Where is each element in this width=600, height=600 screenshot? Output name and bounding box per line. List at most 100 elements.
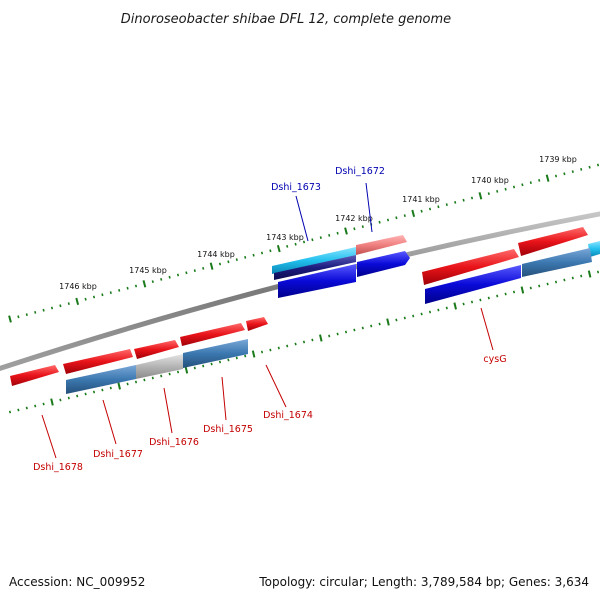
minor-tick [462, 302, 465, 306]
gene-feature-steel[interactable] [522, 248, 592, 277]
minor-tick [420, 312, 423, 316]
major-tick [8, 315, 12, 323]
minor-tick [470, 196, 474, 200]
minor-tick [496, 294, 499, 298]
minor-tick [134, 284, 138, 288]
minor-tick [470, 300, 474, 304]
minor-tick [227, 260, 230, 264]
connector-line [102, 399, 117, 445]
minor-tick [311, 238, 314, 242]
minor-tick [403, 214, 406, 217]
minor-tick [168, 372, 171, 376]
gene-label-dshi-1673[interactable]: Dshi_1673 [271, 182, 321, 193]
minor-tick [554, 280, 558, 284]
gene-feature-forward[interactable] [518, 227, 588, 256]
gene-label-dshi-1675[interactable]: Dshi_1675 [203, 424, 253, 435]
minor-tick [17, 315, 20, 319]
accession-text: Accession: NC_009952 [9, 575, 146, 589]
minor-tick [151, 376, 154, 380]
tick-label: 1746 kbp [59, 282, 97, 291]
tick-label: 1744 kbp [197, 250, 235, 259]
connector-line [365, 182, 373, 233]
gene-feature-forward[interactable] [180, 323, 245, 346]
minor-tick [512, 290, 516, 294]
tick-label: 1743 kbp [266, 233, 304, 242]
minor-tick [235, 258, 238, 261]
minor-tick [554, 174, 558, 178]
gene-label-dshi-1677[interactable]: Dshi_1677 [93, 449, 143, 460]
gene-feature-pink[interactable] [356, 235, 407, 255]
major-tick [117, 382, 121, 390]
minor-tick [101, 388, 104, 392]
minor-tick [269, 249, 272, 253]
minor-tick [134, 380, 138, 384]
connector-line [221, 376, 227, 421]
gene-feature-steel[interactable] [66, 365, 136, 394]
minor-tick [294, 242, 297, 246]
minor-tick [403, 316, 406, 320]
minor-tick [218, 360, 222, 364]
minor-tick [160, 278, 163, 281]
gene-feature-cyan[interactable] [272, 247, 356, 274]
tick-label: 1739 kbp [539, 155, 577, 164]
gene-feature-reverse-cysG[interactable] [425, 265, 521, 304]
major-tick [386, 318, 390, 326]
minor-tick [462, 198, 465, 202]
minor-tick [34, 311, 37, 314]
gene-label-dshi-1672[interactable]: Dshi_1672 [335, 166, 385, 177]
minor-tick [386, 218, 390, 222]
minor-tick [252, 253, 255, 257]
minor-tick [8, 410, 12, 414]
minor-tick [50, 306, 54, 310]
connector-line [295, 195, 309, 242]
gene-feature-reverse[interactable] [278, 264, 356, 298]
gene-feature-forward[interactable] [63, 349, 133, 374]
connector-line [480, 307, 494, 351]
minor-tick [202, 364, 205, 368]
minor-tick [395, 318, 398, 322]
gene-feature-forward[interactable] [246, 317, 268, 331]
gene-feature-grey[interactable] [136, 354, 183, 379]
tick-label: 1745 kbp [129, 266, 167, 275]
gene-feature-steel[interactable] [183, 339, 248, 368]
minor-tick [336, 231, 339, 235]
major-tick [344, 227, 348, 235]
connector-line [265, 364, 287, 408]
minor-tick [395, 216, 398, 220]
gene-label-cysg[interactable]: cysG [483, 354, 506, 365]
minor-tick [227, 358, 230, 362]
gene-label-dshi-1678[interactable]: Dshi_1678 [33, 462, 83, 473]
minor-tick [344, 330, 348, 334]
gene-feature-navy[interactable] [274, 255, 356, 280]
minor-tick [67, 302, 70, 305]
gene-feature-forward[interactable] [422, 249, 519, 285]
minor-tick [109, 386, 112, 390]
tick-label: 1742 kbp [335, 214, 373, 223]
minor-tick [353, 227, 356, 231]
major-tick [184, 366, 189, 374]
minor-tick [269, 348, 272, 352]
minor-tick [126, 286, 129, 290]
gene-feature-forward[interactable] [134, 340, 179, 359]
minor-tick [563, 172, 566, 176]
minor-tick [538, 179, 541, 182]
minor-tick [353, 328, 356, 332]
minor-tick [210, 362, 213, 366]
minor-tick [277, 346, 280, 350]
minor-tick [361, 326, 364, 330]
minor-tick [529, 181, 532, 184]
gene-feature-forward[interactable] [10, 365, 59, 386]
minor-tick [193, 366, 196, 370]
minor-tick [17, 408, 20, 412]
gene-label-dshi-1676[interactable]: Dshi_1676 [149, 437, 199, 448]
minor-tick [571, 170, 574, 173]
gene-label-dshi-1674[interactable]: Dshi_1674 [263, 410, 313, 421]
gene-feature-reverse[interactable] [357, 251, 410, 277]
minor-tick [302, 340, 306, 344]
minor-tick [328, 334, 331, 338]
minor-tick [143, 378, 146, 382]
gene-feature-cyan-edge[interactable] [588, 241, 600, 257]
forward-strand-features [272, 227, 600, 285]
minor-tick [92, 390, 96, 394]
minor-tick [244, 354, 247, 358]
